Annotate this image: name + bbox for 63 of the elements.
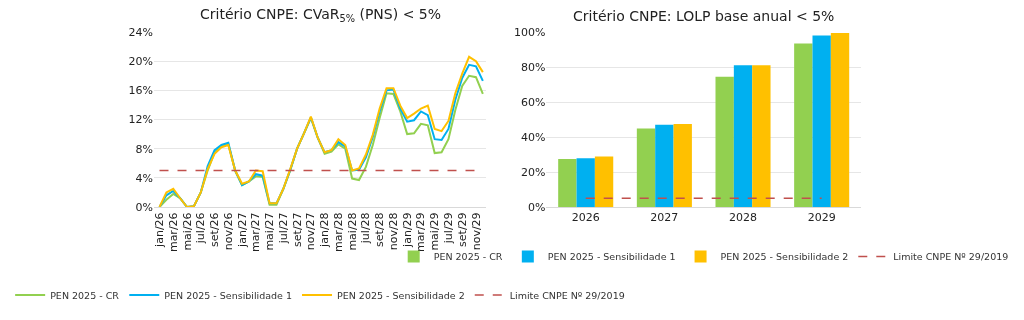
x-tick-label: mar/29 xyxy=(414,212,428,253)
bar xyxy=(752,65,771,207)
bar xyxy=(558,158,577,207)
x-tick-label: jan/28 xyxy=(318,212,332,248)
bar xyxy=(830,32,850,207)
y-tick-label: 4% xyxy=(135,171,153,185)
x-tick-label: nov/26 xyxy=(221,212,235,251)
legend-label: PEN 2025 - CR xyxy=(50,289,120,301)
y-tick-label: 100% xyxy=(513,25,546,39)
x-tick-label: jan/27 xyxy=(235,212,249,248)
y-tick-label: 40% xyxy=(520,130,546,144)
x-tick-label: jul/26 xyxy=(194,212,208,245)
bar xyxy=(715,76,734,207)
y-tick-label: 60% xyxy=(520,95,546,109)
bar xyxy=(812,35,831,207)
x-tick-label: mai/28 xyxy=(345,212,359,251)
x-tick-label: 2026 xyxy=(571,211,600,225)
x-tick-label: mai/29 xyxy=(428,212,442,251)
y-tick-label: 0% xyxy=(527,200,546,214)
x-tick-label: jan/29 xyxy=(400,212,414,248)
legend-label: Limite CNPE Nº 29/2019 xyxy=(893,251,1009,263)
x-tick-label: 2027 xyxy=(650,211,679,225)
legend-label: PEN 2025 - Sensibilidade 1 xyxy=(164,289,293,301)
x-tick-label: nov/29 xyxy=(469,212,483,251)
x-tick-label: mai/27 xyxy=(263,212,277,251)
x-tick-label: jan/26 xyxy=(153,212,167,248)
x-tick-label: jul/29 xyxy=(442,212,456,245)
y-tick-label: 80% xyxy=(520,60,546,74)
x-tick-label: set/26 xyxy=(208,212,222,247)
bar xyxy=(576,158,595,207)
x-tick-label: mar/26 xyxy=(166,212,180,253)
y-tick-label: 8% xyxy=(135,142,153,156)
y-tick-label: 20% xyxy=(128,55,153,69)
x-tick-label: set/28 xyxy=(373,212,387,247)
x-tick-label: mai/26 xyxy=(180,212,194,251)
bar xyxy=(655,124,674,207)
bar xyxy=(733,65,753,207)
bar xyxy=(673,123,692,207)
legend-label: Limite CNPE Nº 29/2019 xyxy=(509,289,625,301)
x-tick-label: mar/28 xyxy=(331,212,345,253)
legend-label: PEN 2025 - CR xyxy=(433,251,503,263)
legend-label: PEN 2025 - Sensibilidade 2 xyxy=(720,251,849,263)
y-tick-label: 16% xyxy=(128,84,153,98)
y-tick-label: 12% xyxy=(128,113,153,127)
x-tick-label: 2028 xyxy=(729,211,758,225)
x-tick-label: set/27 xyxy=(290,212,304,247)
bar xyxy=(636,128,656,207)
legend-label: PEN 2025 - Sensibilidade 2 xyxy=(337,289,465,301)
x-tick-label: nov/28 xyxy=(386,212,400,251)
y-tick-label: 24% xyxy=(128,25,153,39)
x-tick-label: jul/28 xyxy=(359,212,373,245)
x-tick-label: mar/27 xyxy=(249,212,263,253)
x-tick-label: set/29 xyxy=(455,212,469,247)
chart-title: Critério CNPE: CVaR$_{5%}$ (PNS) < 5% xyxy=(200,6,442,24)
chart-title: Critério CNPE: LOLP base anual < 5% xyxy=(573,8,835,24)
x-tick-label: 2029 xyxy=(807,211,836,225)
bar xyxy=(794,43,813,207)
y-tick-label: 20% xyxy=(520,165,546,179)
x-tick-label: nov/27 xyxy=(304,212,318,251)
y-tick-label: 0% xyxy=(135,200,153,214)
x-tick-label: jul/27 xyxy=(276,212,290,245)
bar xyxy=(594,156,614,207)
legend-label: PEN 2025 - Sensibilidade 1 xyxy=(547,251,676,263)
